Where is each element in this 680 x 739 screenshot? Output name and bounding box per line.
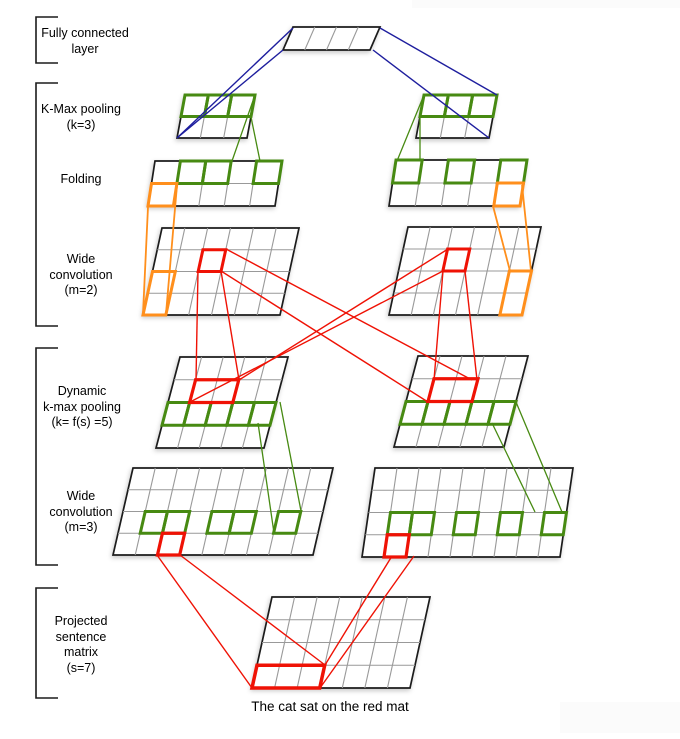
green-highlight-cell (539, 511, 569, 537)
red-highlight-cell (155, 531, 187, 557)
label-line: layer (71, 41, 99, 56)
wideconv3-left-grid (111, 467, 335, 557)
red-connector-line (220, 270, 429, 403)
orange-highlight-cell (492, 181, 526, 208)
label-line: Wide (66, 252, 96, 266)
layer-group-bracket (35, 16, 58, 64)
label-line: Folding (60, 172, 102, 186)
label-line: k-max pooling (43, 399, 121, 414)
blue-connector-line (372, 49, 490, 139)
red-connector-line (195, 270, 199, 381)
red-highlight-cell (382, 533, 412, 559)
red-highlight-cell (249, 663, 327, 690)
wideconv3-right-grid (361, 467, 574, 559)
green-highlight-cell (407, 511, 437, 537)
green-highlight-cell (227, 510, 259, 535)
dkmax-left-grid (154, 356, 290, 449)
green-connector-line (515, 401, 563, 513)
kmax-right-grid (414, 93, 499, 139)
green-highlight-cell (495, 511, 525, 537)
orange-connector-line (492, 205, 511, 272)
blue-connector-line (176, 27, 294, 139)
layer-group-bracket (35, 587, 58, 699)
label-line: (m=3) (64, 520, 98, 534)
green-highlight-cell (271, 510, 303, 535)
label-line: Fully connected (41, 26, 129, 40)
folding-right-grid (388, 158, 529, 208)
label-line: matrix (63, 645, 99, 659)
orange-highlight-cell (497, 269, 534, 317)
label-line: Projected (54, 614, 108, 628)
layer-group-bracket (35, 347, 58, 566)
blue-connector-line (379, 27, 498, 96)
red-connector-line (464, 270, 478, 381)
green-highlight-cell (225, 93, 257, 118)
label-line: (k=3) (66, 117, 96, 132)
green-highlight-cell (246, 401, 278, 427)
green-highlight-cell (486, 400, 518, 426)
label-line: K-Max pooling (41, 102, 121, 116)
layer-label-kmax-pooling: K-Max pooling (k=3) (30, 102, 132, 133)
green-highlight-cell (451, 511, 481, 537)
label-line: convolution (49, 267, 113, 282)
label-line: Dynamic (57, 384, 107, 398)
red-connector-line (225, 248, 473, 381)
red-connector-line (319, 555, 415, 689)
layer-label-projected-sentence-matrix: Projected sentence matrix (s=7) (30, 614, 132, 676)
green-connector-line (257, 422, 275, 534)
green-highlight-cell (466, 93, 499, 118)
label-line: (k= f(s) =5) (51, 415, 113, 429)
red-connector-line (189, 270, 444, 403)
layer-label-folding: Folding (30, 172, 132, 188)
green-highlight-cell (443, 158, 477, 185)
scan-artifact-top (412, 0, 680, 8)
orange-connector-line (165, 184, 178, 315)
red-connector-line (433, 270, 444, 381)
green-highlight-cell (390, 158, 424, 185)
red-connector-line (220, 270, 240, 381)
green-connector-line (279, 401, 302, 512)
red-connector-line (156, 554, 253, 689)
orange-highlight-cell (146, 182, 179, 208)
sentence-matrix-grid (249, 596, 432, 690)
orange-connector-line (521, 184, 532, 272)
label-line: (s=7) (66, 660, 96, 675)
green-connector-line (491, 422, 536, 513)
green-connector-line (231, 94, 256, 162)
red-connector-line (324, 555, 393, 666)
dkmax-right-grid (392, 355, 530, 448)
label-line: sentence (55, 629, 107, 644)
scan-artifact-bottom (560, 702, 680, 733)
label-line: (m=2) (64, 283, 98, 297)
red-connector-line (179, 554, 326, 666)
blue-connector-line (176, 49, 284, 139)
orange-connector-line (142, 206, 149, 315)
red-highlight-cell (187, 378, 241, 405)
green-highlight-cell (200, 159, 233, 185)
layer-label-dynamic-kmax-pooling: Dynamic k-max pooling (k= f(s) =5) (24, 384, 140, 431)
layer-label-fully-connected: Fully connected layer (37, 26, 133, 57)
label-line: convolution (49, 504, 113, 519)
green-highlight-cell (251, 159, 284, 185)
red-highlight-cell (425, 377, 481, 404)
layer-label-wide-convolution-m3: Wide convolution (m=3) (30, 489, 132, 536)
layer-group-bracket (35, 82, 58, 327)
input-sentence-text: The cat sat on the red mat (251, 699, 409, 714)
layer-label-wide-convolution-m2: Wide convolution (m=2) (30, 252, 132, 299)
fully-connected-grid (281, 26, 382, 51)
orange-highlight-cell (141, 270, 178, 317)
folding-left-grid (146, 159, 284, 208)
green-connector-line (250, 116, 261, 162)
label-line: Wide (66, 489, 96, 503)
kmax-left-grid (175, 93, 257, 139)
green-connector-line (396, 94, 425, 162)
